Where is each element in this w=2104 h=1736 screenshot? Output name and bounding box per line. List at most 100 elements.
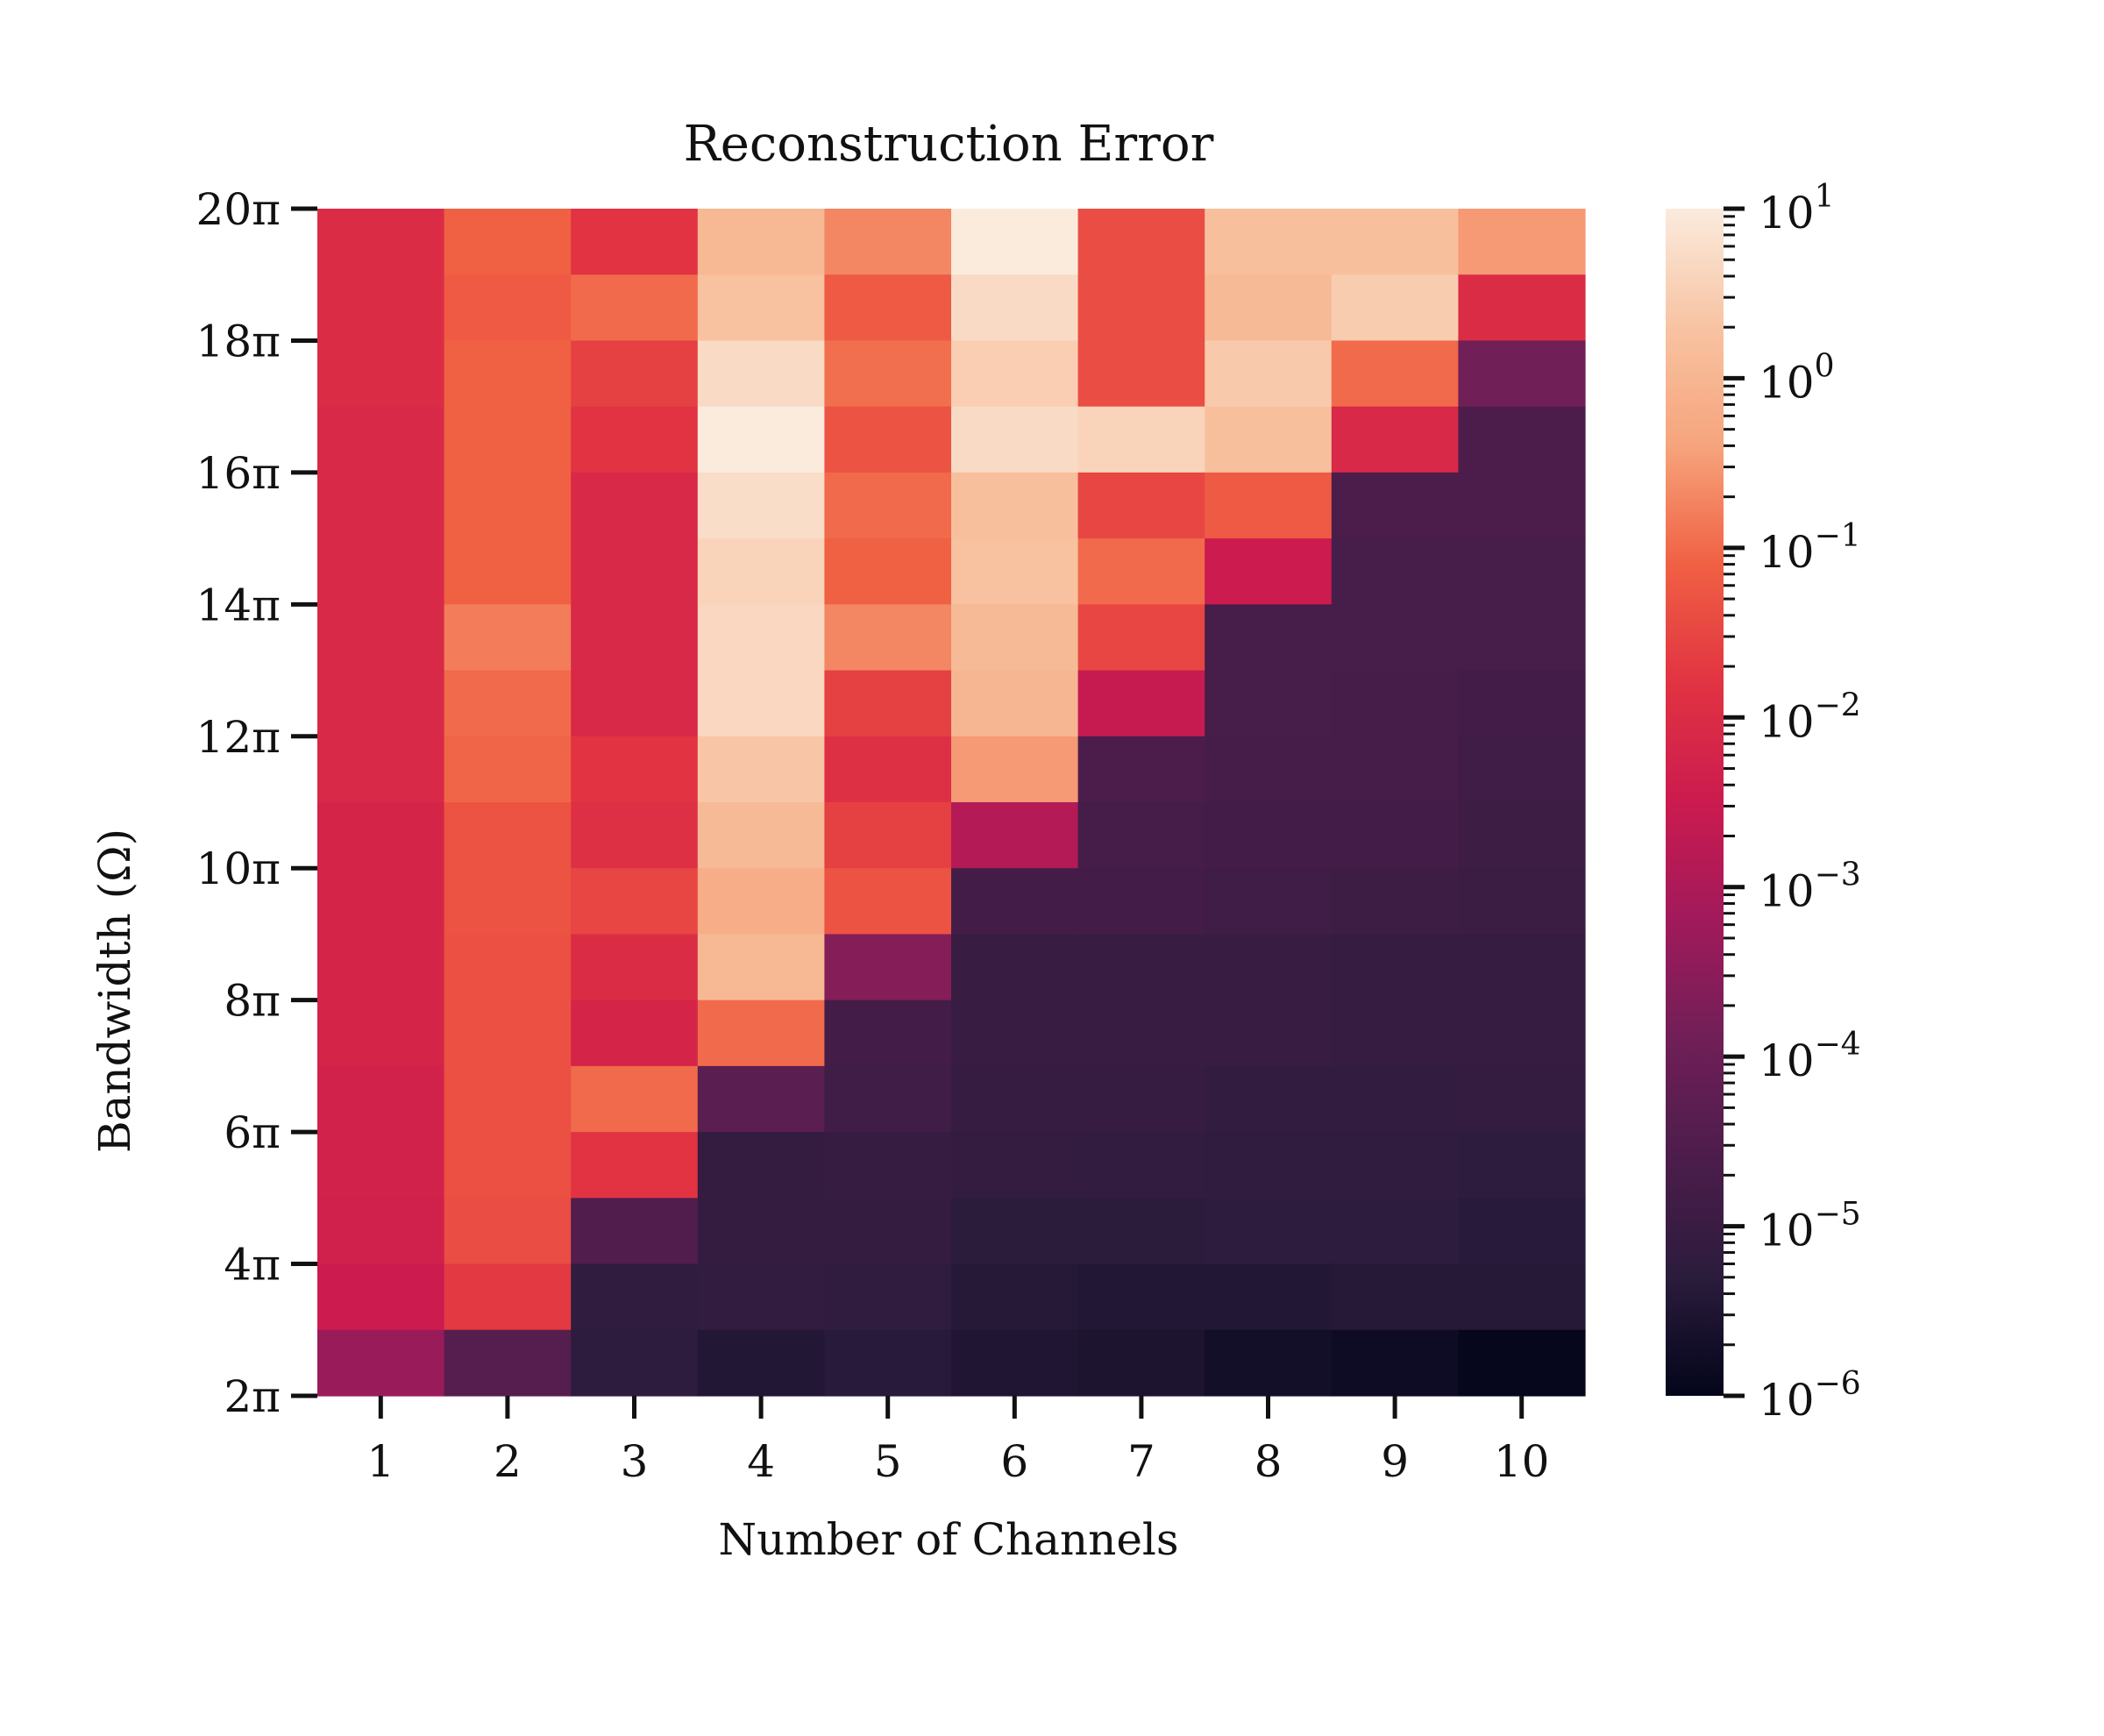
heatmap-cell <box>1077 472 1205 539</box>
heatmap-cell <box>444 472 572 539</box>
heatmap-cell <box>1331 736 1459 803</box>
colorbar-tick-label: 10−3 <box>1759 857 1861 917</box>
heatmap-cell <box>824 340 952 408</box>
heatmap-cell <box>951 340 1079 408</box>
heatmap-cell <box>697 1065 825 1133</box>
heatmap-cell <box>951 604 1079 672</box>
heatmap-cell <box>571 1263 699 1331</box>
y-tick-label: 18π <box>196 316 281 366</box>
heatmap-cell <box>317 802 445 869</box>
heatmap-cell <box>1458 209 1586 275</box>
x-tick-label: 5 <box>874 1436 902 1487</box>
heatmap-cell <box>571 802 699 869</box>
heatmap-cell <box>1205 1000 1333 1067</box>
heatmap-cell <box>1205 1263 1333 1331</box>
heatmap-cell <box>697 1000 825 1067</box>
heatmap-cell <box>824 934 952 1001</box>
heatmap-cell <box>444 604 572 672</box>
heatmap-cell <box>317 209 445 275</box>
heatmap-cell <box>1205 802 1333 869</box>
heatmap-cell <box>824 1000 952 1067</box>
heatmap-cell <box>571 472 699 539</box>
heatmap-cell <box>1458 1065 1586 1133</box>
y-tick-label: 14π <box>196 580 281 630</box>
heatmap-cell <box>824 736 952 803</box>
heatmap-cell <box>1331 406 1459 473</box>
heatmap-cell <box>317 1000 445 1067</box>
heatmap-cell <box>1458 604 1586 672</box>
heatmap-cell <box>571 604 699 672</box>
heatmap-cell <box>317 538 445 605</box>
heatmap-cell <box>951 802 1079 869</box>
y-tick-label: 16π <box>196 448 281 499</box>
heatmap-cell <box>317 274 445 342</box>
heatmap-cell <box>444 1065 572 1133</box>
heatmap-cell <box>951 1000 1079 1067</box>
y-tick-label: 12π <box>196 712 281 763</box>
heatmap-cell <box>697 802 825 869</box>
heatmap-cell <box>1205 472 1333 539</box>
heatmap-cell <box>824 802 952 869</box>
y-tick-label: 10π <box>196 843 281 894</box>
heatmap-cell <box>1331 1000 1459 1067</box>
y-tick-label: 2π <box>224 1371 281 1422</box>
heatmap-cell <box>571 538 699 605</box>
heatmap-cell <box>444 670 572 737</box>
y-tick-label: 6π <box>224 1107 281 1158</box>
colorbar-tick-label: 101 <box>1759 179 1835 238</box>
heatmap-cell <box>824 209 952 275</box>
heatmap-cell <box>951 406 1079 473</box>
heatmap-cell <box>697 934 825 1001</box>
x-tick-label: 4 <box>747 1436 775 1487</box>
heatmap-cell <box>951 1329 1079 1397</box>
heatmap-cell <box>1077 802 1205 869</box>
colorbar-tick-label: 10−1 <box>1759 518 1861 578</box>
heatmap-cell <box>1077 1132 1205 1199</box>
heatmap-cell <box>444 1000 572 1067</box>
heatmap-cell <box>444 1329 572 1397</box>
heatmap-cell <box>1205 736 1333 803</box>
heatmap-cell <box>571 670 699 737</box>
heatmap-cell <box>571 340 699 408</box>
heatmap-cell <box>1458 670 1586 737</box>
heatmap-cell <box>1205 868 1333 936</box>
chart-title: Reconstruction Error <box>684 116 1214 173</box>
heatmap-cell <box>824 406 952 473</box>
x-tick-label: 7 <box>1127 1436 1155 1487</box>
colorbar-tick-label: 100 <box>1759 348 1835 408</box>
heatmap-cell <box>824 472 952 539</box>
heatmap-cell <box>1077 1263 1205 1331</box>
heatmap-cell <box>317 406 445 473</box>
heatmap-cell <box>444 1198 572 1265</box>
heatmap-cell <box>951 472 1079 539</box>
y-axis: 20π 18π 16π 14π 12π 10π 8π 6π 4π 2π <box>196 184 317 1422</box>
heatmap-cell <box>571 736 699 803</box>
colorbar-tick-label: 10−4 <box>1759 1027 1861 1086</box>
heatmap-cell <box>951 538 1079 605</box>
heatmap-cell <box>571 934 699 1001</box>
heatmap-cell <box>444 1263 572 1331</box>
heatmap-cell <box>824 604 952 672</box>
heatmap-cell <box>571 868 699 936</box>
heatmap-cell <box>571 1000 699 1067</box>
heatmap-cell <box>1458 868 1586 936</box>
heatmap-cell <box>444 868 572 936</box>
x-axis-label: Number of Channels <box>718 1514 1178 1565</box>
x-tick-label: 1 <box>366 1436 394 1487</box>
heatmap-cell <box>1331 1329 1459 1397</box>
y-axis-label: Bandwidth (Ω) <box>89 829 140 1153</box>
heatmap-cell <box>1077 736 1205 803</box>
heatmap-cell <box>571 1329 699 1397</box>
heatmap-cell <box>824 1198 952 1265</box>
heatmap-cell <box>1205 1329 1333 1397</box>
heatmap-cell <box>1205 538 1333 605</box>
heatmap-cell <box>1458 538 1586 605</box>
heatmap-cell <box>697 538 825 605</box>
heatmap-cell <box>1331 1065 1459 1133</box>
x-tick-label: 6 <box>1000 1436 1028 1487</box>
heatmap-cell <box>1077 406 1205 473</box>
heatmap-cell <box>1458 1132 1586 1199</box>
heatmap-cell <box>444 802 572 869</box>
heatmap-cell <box>571 1198 699 1265</box>
y-tick-label: 8π <box>224 976 281 1027</box>
